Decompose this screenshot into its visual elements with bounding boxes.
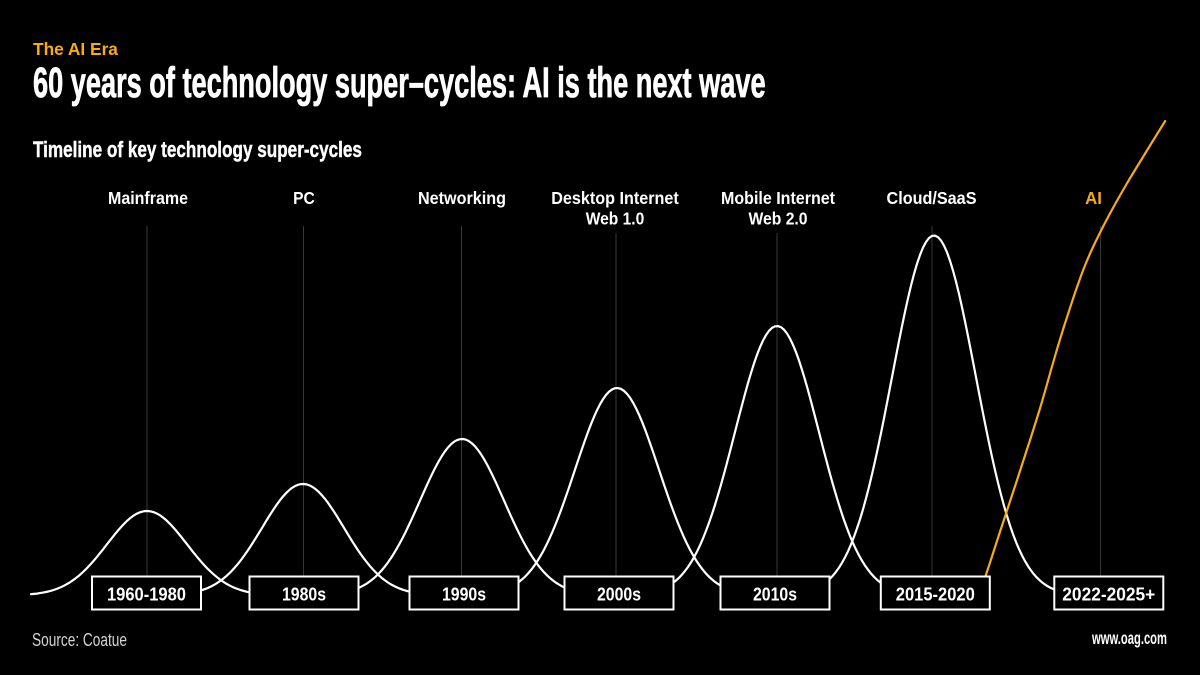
svg-text:Web 2.0: Web 2.0 bbox=[749, 208, 808, 228]
svg-text:Mobile Internet: Mobile Internet bbox=[721, 188, 835, 208]
svg-text:Desktop Internet: Desktop Internet bbox=[551, 188, 679, 208]
svg-text:2022-2025+: 2022-2025+ bbox=[1062, 585, 1155, 605]
svg-text:PC: PC bbox=[293, 188, 315, 208]
svg-text:1960-1980: 1960-1980 bbox=[107, 585, 186, 605]
svg-text:Web 1.0: Web 1.0 bbox=[586, 208, 645, 228]
svg-text:AI: AI bbox=[1085, 188, 1102, 208]
svg-text:1980s: 1980s bbox=[282, 585, 326, 605]
svg-text:Cloud/SaaS: Cloud/SaaS bbox=[887, 188, 977, 208]
svg-text:2010s: 2010s bbox=[753, 585, 797, 605]
svg-text:Mainframe: Mainframe bbox=[108, 188, 188, 208]
svg-text:Networking: Networking bbox=[418, 188, 506, 208]
svg-text:2000s: 2000s bbox=[597, 585, 641, 605]
svg-text:2015-2020: 2015-2020 bbox=[896, 585, 975, 605]
svg-text:1990s: 1990s bbox=[442, 585, 486, 605]
